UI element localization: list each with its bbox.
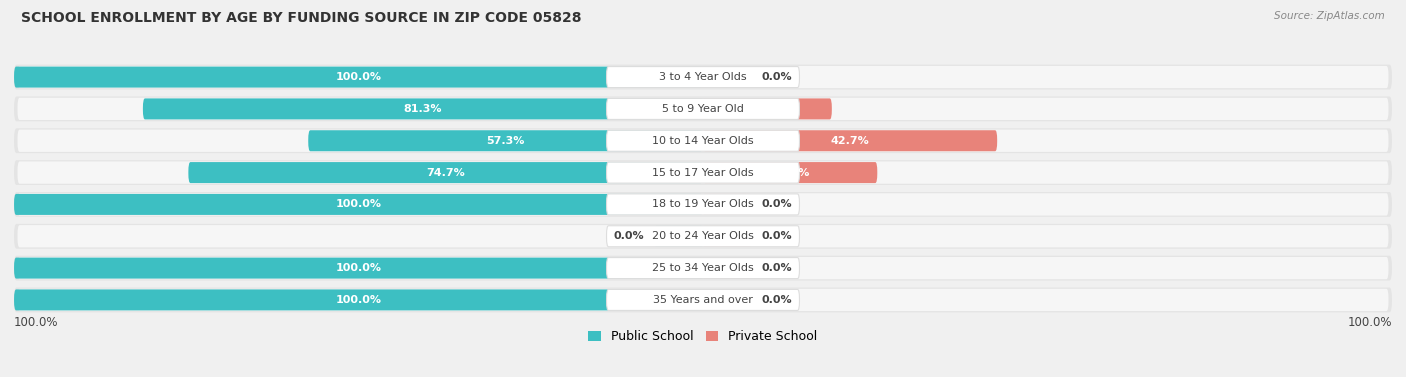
FancyBboxPatch shape (606, 162, 800, 183)
FancyBboxPatch shape (14, 97, 1392, 121)
FancyBboxPatch shape (17, 289, 1389, 311)
FancyBboxPatch shape (606, 290, 800, 310)
FancyBboxPatch shape (703, 98, 832, 120)
Text: 100.0%: 100.0% (336, 72, 381, 82)
Text: 0.0%: 0.0% (762, 263, 792, 273)
FancyBboxPatch shape (308, 130, 703, 151)
Text: 0.0%: 0.0% (762, 199, 792, 209)
FancyBboxPatch shape (17, 257, 1389, 279)
FancyBboxPatch shape (703, 162, 877, 183)
Text: 18 to 19 Year Olds: 18 to 19 Year Olds (652, 199, 754, 209)
Text: 100.0%: 100.0% (336, 295, 381, 305)
FancyBboxPatch shape (606, 130, 800, 151)
FancyBboxPatch shape (703, 257, 751, 279)
FancyBboxPatch shape (703, 226, 751, 247)
FancyBboxPatch shape (703, 130, 997, 151)
FancyBboxPatch shape (14, 67, 703, 87)
FancyBboxPatch shape (606, 67, 800, 87)
FancyBboxPatch shape (703, 290, 751, 310)
Text: 25 to 34 Year Olds: 25 to 34 Year Olds (652, 263, 754, 273)
Legend: Public School, Private School: Public School, Private School (583, 325, 823, 348)
FancyBboxPatch shape (17, 130, 1389, 152)
FancyBboxPatch shape (606, 226, 800, 247)
Text: 0.0%: 0.0% (762, 231, 792, 241)
FancyBboxPatch shape (17, 66, 1389, 88)
FancyBboxPatch shape (703, 67, 751, 87)
FancyBboxPatch shape (703, 194, 751, 215)
FancyBboxPatch shape (14, 256, 1392, 280)
Text: 57.3%: 57.3% (486, 136, 524, 146)
Text: 25.3%: 25.3% (770, 168, 810, 178)
FancyBboxPatch shape (606, 257, 800, 279)
FancyBboxPatch shape (188, 162, 703, 183)
Text: SCHOOL ENROLLMENT BY AGE BY FUNDING SOURCE IN ZIP CODE 05828: SCHOOL ENROLLMENT BY AGE BY FUNDING SOUR… (21, 11, 582, 25)
FancyBboxPatch shape (17, 161, 1389, 184)
Text: 15 to 17 Year Olds: 15 to 17 Year Olds (652, 168, 754, 178)
FancyBboxPatch shape (14, 194, 703, 215)
Text: 0.0%: 0.0% (762, 72, 792, 82)
Text: 3 to 4 Year Olds: 3 to 4 Year Olds (659, 72, 747, 82)
FancyBboxPatch shape (606, 98, 800, 120)
Text: Source: ZipAtlas.com: Source: ZipAtlas.com (1274, 11, 1385, 21)
Text: 5 to 9 Year Old: 5 to 9 Year Old (662, 104, 744, 114)
FancyBboxPatch shape (14, 160, 1392, 185)
Text: 35 Years and over: 35 Years and over (652, 295, 754, 305)
Text: 81.3%: 81.3% (404, 104, 443, 114)
Text: 10 to 14 Year Olds: 10 to 14 Year Olds (652, 136, 754, 146)
FancyBboxPatch shape (14, 224, 1392, 249)
FancyBboxPatch shape (17, 225, 1389, 247)
FancyBboxPatch shape (17, 98, 1389, 120)
Text: 100.0%: 100.0% (336, 263, 381, 273)
Text: 18.7%: 18.7% (748, 104, 787, 114)
Text: 42.7%: 42.7% (831, 136, 869, 146)
Text: 20 to 24 Year Olds: 20 to 24 Year Olds (652, 231, 754, 241)
Text: 100.0%: 100.0% (336, 199, 381, 209)
FancyBboxPatch shape (17, 193, 1389, 216)
Text: 74.7%: 74.7% (426, 168, 465, 178)
FancyBboxPatch shape (14, 257, 703, 279)
Text: 0.0%: 0.0% (614, 231, 644, 241)
FancyBboxPatch shape (606, 194, 800, 215)
Text: 100.0%: 100.0% (14, 316, 59, 329)
FancyBboxPatch shape (14, 290, 703, 310)
FancyBboxPatch shape (14, 192, 1392, 217)
FancyBboxPatch shape (14, 288, 1392, 312)
Text: 100.0%: 100.0% (1347, 316, 1392, 329)
FancyBboxPatch shape (14, 128, 1392, 153)
Text: 0.0%: 0.0% (762, 295, 792, 305)
FancyBboxPatch shape (655, 226, 703, 247)
FancyBboxPatch shape (14, 65, 1392, 89)
FancyBboxPatch shape (143, 98, 703, 120)
